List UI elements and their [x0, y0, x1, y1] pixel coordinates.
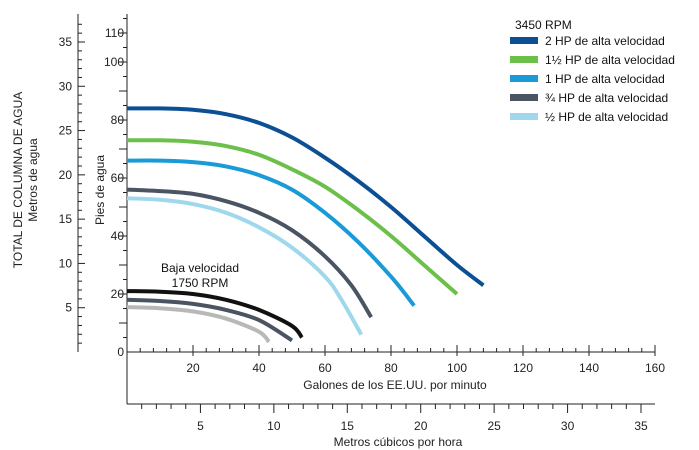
- y-meters-tick-label: 10: [59, 256, 73, 270]
- curve-low-speed-5: [126, 289, 304, 339]
- y-meters-subtitle: Metros de agua: [26, 138, 40, 222]
- legend: 2 HP de alta velocidad 1½ HP de alta velo…: [510, 34, 675, 124]
- legend-entry: ½ HP de alta velocidad: [545, 110, 668, 124]
- y-meters-tick-label: 15: [59, 212, 73, 226]
- curve-low-speed-7: [126, 305, 271, 344]
- y-meters-tick-label: 25: [59, 124, 73, 138]
- x-gpm-tick-label: 100: [447, 361, 467, 375]
- y-meters-tick-label: 30: [59, 79, 73, 93]
- y-feet-tick-label: 20: [111, 287, 125, 301]
- x-m3h-tick-label: 10: [267, 419, 281, 433]
- x-m3h-tick-label: 20: [414, 419, 428, 433]
- legend-entry: 1 HP de alta velocidad: [545, 72, 665, 86]
- x-gpm-title: Galones de los EE.UU. por minuto: [303, 378, 487, 392]
- x-m3h-tick-label: 30: [561, 419, 575, 433]
- low-speed-annotation-line2: 1750 RPM: [172, 276, 229, 290]
- x-m3h-title: Metros cúbicos por hora: [334, 435, 463, 449]
- x-m3h-tick-label: 5: [197, 419, 204, 433]
- y-feet-tick-label: 60: [111, 171, 125, 185]
- legend-entry: 2 HP de alta velocidad: [545, 34, 665, 48]
- y-feet-tick-label: 110: [105, 26, 124, 40]
- curve-high-speed-2: [126, 158, 416, 307]
- x-gpm-tick-label: 120: [513, 361, 533, 375]
- low-speed-annotation-line1: Baja velocidad: [161, 261, 239, 275]
- y-feet-tick-label: 80: [111, 113, 125, 127]
- y-feet-title: Pies de agua: [93, 155, 107, 225]
- curves-layer: [126, 106, 485, 344]
- y-feet-tick-label: 100: [104, 55, 124, 69]
- x-m3h-tick-label: 25: [487, 419, 501, 433]
- y-meters-title: TOTAL DE COLUMNA DE AGUA: [11, 92, 25, 268]
- y-feet-tick-label: 0: [117, 345, 124, 359]
- y-meters-tick-label: 5: [65, 301, 72, 315]
- legend-title: 3450 RPM: [515, 18, 572, 32]
- legend-swatch: [510, 56, 538, 63]
- axes-layer: 5 10 15 20 25 30 35 0 20 40 60 80 100 110 20 40 60 80 100 1…: [59, 14, 665, 433]
- x-gpm-tick-label: 60: [318, 361, 332, 375]
- curve-high-speed-3: [126, 187, 373, 319]
- x-gpm-tick-label: 80: [384, 361, 398, 375]
- curve-high-speed-1: [126, 138, 459, 296]
- y-feet-tick-label: 40: [111, 229, 125, 243]
- curve-low-speed-6: [126, 297, 294, 343]
- labels-layer: TOTAL DE COLUMNA DE AGUA Metros de agua …: [11, 18, 572, 449]
- x-gpm-tick-label: 40: [252, 361, 266, 375]
- legend-entry: 1½ HP de alta velocidad: [545, 53, 675, 67]
- legend-swatch: [510, 113, 538, 120]
- curve-high-speed-4: [126, 196, 364, 336]
- legend-swatch: [510, 94, 538, 101]
- legend-swatch: [510, 75, 538, 82]
- x-m3h-tick-label: 35: [634, 419, 648, 433]
- legend-swatch: [510, 37, 538, 44]
- x-gpm-tick-label: 140: [579, 361, 599, 375]
- y-meters-tick-label: 20: [59, 168, 73, 182]
- x-gpm-tick-label: 160: [645, 361, 665, 375]
- x-m3h-tick-label: 15: [341, 419, 355, 433]
- legend-entry: ¾ HP de alta velocidad: [545, 91, 668, 105]
- curve-high-speed-0: [126, 106, 485, 287]
- y-meters-tick-label: 35: [59, 35, 73, 49]
- x-gpm-tick-label: 20: [186, 361, 200, 375]
